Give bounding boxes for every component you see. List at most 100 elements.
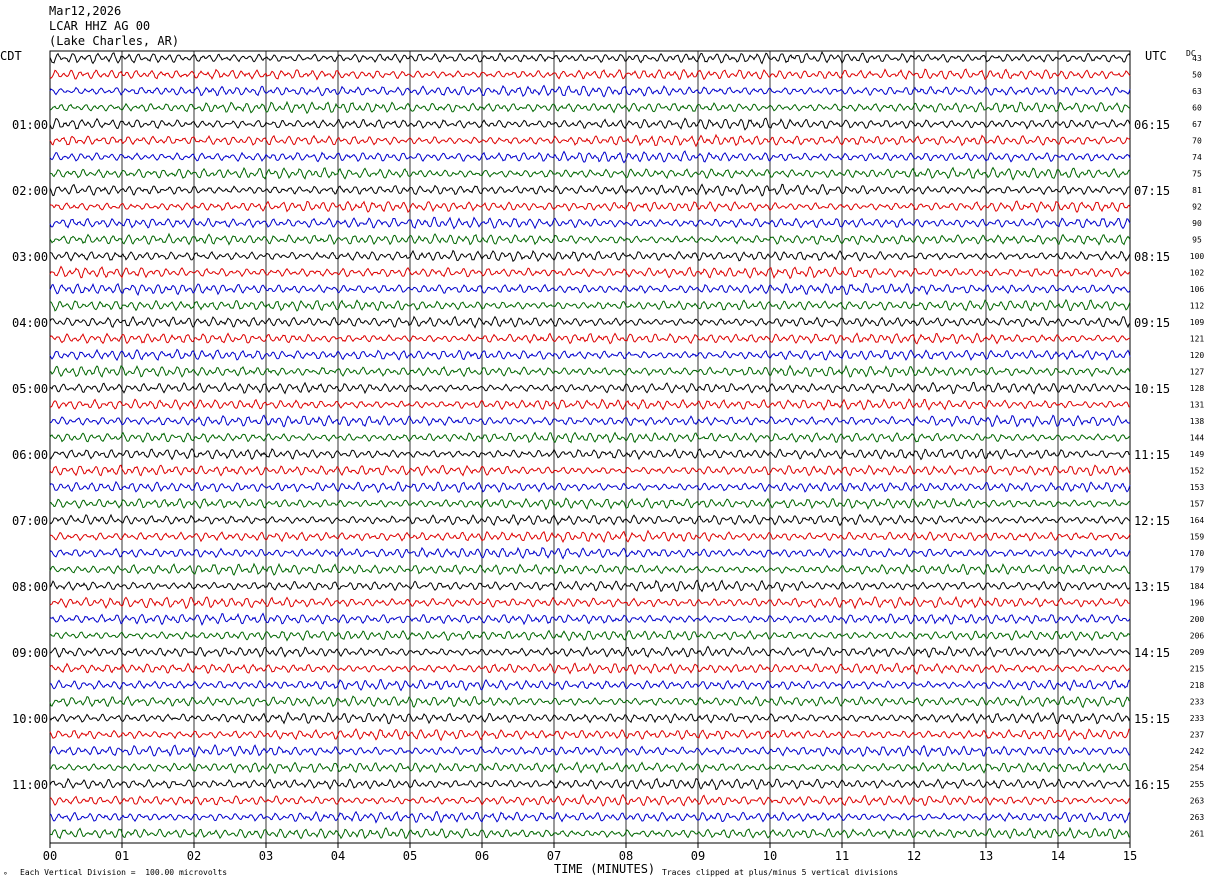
utc-time-label: 07:15 — [1134, 184, 1170, 198]
seismic-trace — [49, 249, 1131, 263]
seismic-trace — [49, 265, 1131, 280]
dc-offset-label: 218 — [1190, 681, 1205, 690]
dc-offset-label: 152 — [1190, 467, 1205, 476]
x-tick-label: 14 — [1051, 849, 1065, 863]
dc-offset-label: 43 — [1192, 54, 1202, 63]
dc-offset-label: 63 — [1192, 87, 1202, 96]
seismic-trace — [49, 448, 1131, 461]
dc-offset-label: 60 — [1192, 104, 1202, 113]
utc-time-label: 10:15 — [1134, 382, 1170, 396]
seismic-trace — [49, 695, 1131, 709]
dc-offset-label: 70 — [1192, 137, 1202, 146]
dc-offset-label: 215 — [1190, 665, 1205, 674]
utc-time-label: 15:15 — [1134, 712, 1170, 726]
dc-offset-label: 128 — [1190, 384, 1205, 393]
seismic-trace — [49, 232, 1131, 246]
utc-time-label: 14:15 — [1134, 646, 1170, 660]
axis-labels: 00 01 02 03 04 05 06 07 08 09 10 11 12 13 14 15 43 50 63 60… — [12, 54, 1204, 863]
seismic-trace — [49, 743, 1131, 758]
dc-offset-label: 92 — [1192, 203, 1202, 212]
dc-offset-label: 164 — [1190, 516, 1205, 525]
seismic-trace — [49, 612, 1131, 626]
seismic-trace — [49, 645, 1131, 658]
dc-offset-label: 233 — [1190, 698, 1205, 707]
seismic-trace — [49, 529, 1131, 544]
dc-offset-label: 200 — [1190, 615, 1205, 624]
utc-time-label: 13:15 — [1134, 580, 1170, 594]
utc-time-label: 08:15 — [1134, 250, 1170, 264]
dc-offset-label: 261 — [1190, 830, 1205, 839]
dc-offset-label: 120 — [1190, 351, 1205, 360]
dc-offset-label: 184 — [1190, 582, 1205, 591]
seismic-trace — [49, 777, 1131, 791]
dc-offset-label: 95 — [1192, 236, 1202, 245]
seismic-trace — [49, 166, 1131, 181]
cdt-time-label: 10:00 — [12, 712, 48, 726]
cdt-time-label: 02:00 — [12, 184, 48, 198]
seismic-trace — [49, 464, 1131, 477]
utc-time-label: 11:15 — [1134, 448, 1170, 462]
seismic-trace — [49, 51, 1131, 65]
dc-offset-label: 74 — [1192, 153, 1202, 162]
x-tick-label: 10 — [763, 849, 777, 863]
cdt-time-label: 03:00 — [12, 250, 48, 264]
x-tick-label: 05 — [403, 849, 417, 863]
seismic-trace — [49, 150, 1131, 164]
seismic-trace — [49, 398, 1131, 411]
cdt-time-label: 11:00 — [12, 778, 48, 792]
x-tick-label: 07 — [547, 849, 561, 863]
dc-offset-label: 149 — [1190, 450, 1205, 459]
dc-offset-label: 237 — [1190, 731, 1205, 740]
x-tick-label: 06 — [475, 849, 489, 863]
dc-offset-label: 233 — [1190, 714, 1205, 723]
x-tick-label: 15 — [1123, 849, 1137, 863]
x-tick-label: 11 — [835, 849, 849, 863]
dc-offset-label: 144 — [1190, 434, 1205, 443]
dc-offset-label: 138 — [1190, 417, 1205, 426]
seismic-trace — [49, 662, 1131, 676]
seismic-trace — [49, 315, 1131, 329]
seismic-trace — [49, 100, 1131, 115]
seismic-trace — [49, 414, 1131, 428]
dc-offset-label: 100 — [1190, 252, 1205, 261]
dc-offset-label: 131 — [1190, 401, 1205, 410]
dc-offset-label: 255 — [1190, 780, 1205, 789]
cdt-time-label: 06:00 — [12, 448, 48, 462]
dc-offset-label: 206 — [1190, 632, 1205, 641]
dc-offset-label: 159 — [1190, 533, 1205, 542]
date-label: Mar12,2026 — [49, 4, 122, 18]
x-tick-label: 13 — [979, 849, 993, 863]
seismic-trace — [49, 298, 1131, 312]
seismic-trace — [49, 133, 1131, 148]
dc-offset-label: 157 — [1190, 500, 1205, 509]
utc-time-label: 06:15 — [1134, 118, 1170, 132]
dc-offset-label: 109 — [1190, 318, 1205, 327]
dc-offset-header: DC — [1186, 49, 1196, 58]
seismic-trace — [49, 431, 1131, 444]
dc-offset-label: 75 — [1192, 170, 1202, 179]
seismic-trace — [49, 497, 1131, 511]
cdt-time-label: 01:00 — [12, 118, 48, 132]
x-tick-label: 00 — [43, 849, 57, 863]
corner-mark: ° — [3, 871, 8, 880]
dc-offset-label: 127 — [1190, 368, 1205, 377]
seismic-trace — [49, 826, 1131, 840]
seismic-trace — [49, 793, 1131, 807]
dc-offset-label: 170 — [1190, 549, 1205, 558]
seismic-trace — [49, 183, 1131, 197]
seismic-trace — [49, 562, 1131, 576]
station-label: LCAR HHZ AG 00 — [49, 19, 151, 33]
seismic-trace — [49, 364, 1131, 378]
dc-offset-label: 106 — [1190, 285, 1205, 294]
seismic-trace — [49, 332, 1131, 345]
dc-offset-label: 81 — [1192, 186, 1202, 195]
seismic-trace — [49, 216, 1131, 230]
trace-series — [49, 51, 1131, 840]
seismic-trace — [49, 728, 1131, 742]
x-tick-label: 03 — [259, 849, 273, 863]
dc-offset-label: 263 — [1190, 797, 1205, 806]
cdt-time-label: 08:00 — [12, 580, 48, 594]
dc-offset-label: 263 — [1190, 813, 1205, 822]
dc-offset-label: 112 — [1190, 302, 1205, 311]
